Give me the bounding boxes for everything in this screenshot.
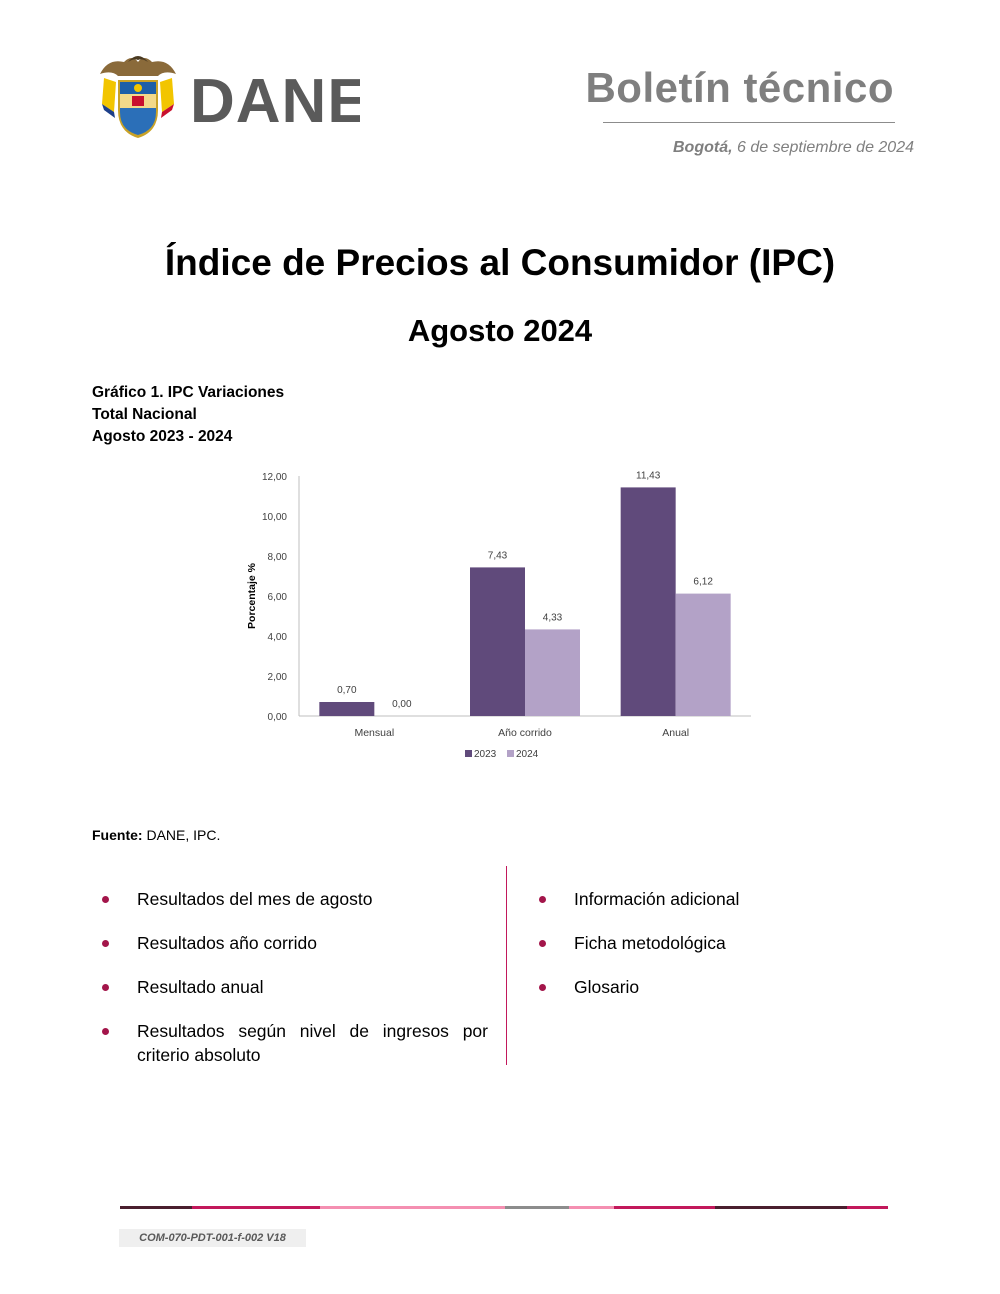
y-tick-label: 10,00 [262,512,287,523]
contents-item[interactable]: Resultado anual [93,975,488,999]
chart-caption: Gráfico 1. IPC Variaciones Total Naciona… [92,382,284,448]
bar-2023-2 [620,487,676,716]
chart-caption-line2: Total Nacional [92,406,197,423]
contents-divider [506,866,507,1065]
y-tick-label: 6,00 [268,592,288,603]
bar-data-label: 4,33 [543,612,563,623]
bar-2024-2 [675,593,731,716]
legend-swatch-2024 [507,750,514,757]
bar-data-label: 0,70 [337,685,357,696]
legend-swatch-2023 [465,750,472,757]
header-divider [603,122,895,123]
bar-data-label: 6,12 [693,577,713,588]
contents-item[interactable]: Glosario [530,975,890,999]
document-title: Índice de Precios al Consumidor (IPC) [164,242,836,283]
bulletin-type-title: Boletín técnico [585,64,894,111]
contents-item[interactable]: Ficha metodológica [530,931,890,955]
contents-list-right: Información adicional Ficha metodológica… [530,887,890,1019]
x-tick-label: Anual [662,727,689,739]
bar-2024-1 [525,629,580,716]
ipc-bar-chart: 0,00 2,00 4,00 6,00 8,00 10,00 12,00 Porcentaje… [246,470,751,760]
document-subtitle: Agosto 2024 [407,313,593,348]
date-city: Bogotá, [672,139,733,156]
contents-item[interactable]: Información adicional [530,887,890,911]
y-tick-label: 2,00 [268,672,288,683]
legend-label: 2023 [474,749,497,760]
dane-logo: DANE [100,56,360,138]
y-tick-label: 8,00 [268,552,288,563]
footer-color-bar [120,1206,888,1209]
contents-item[interactable]: Resultados año corrido [93,931,488,955]
legend-label: 2024 [516,749,539,760]
chart-caption-line3: Agosto 2023 - 2024 [92,428,233,445]
contents-item[interactable]: Resultados según nivel de ingresos por c… [93,1019,488,1067]
y-tick-label: 12,00 [262,472,287,483]
bar-2023-0 [319,702,375,716]
y-tick-label: 0,00 [268,712,288,723]
source-text: DANE, IPC. [146,827,221,843]
bar-2023-1 [470,567,525,716]
bar-data-label: 0,00 [392,699,412,710]
bar-data-label: 11,43 [636,470,661,481]
x-tick-label: Mensual [354,727,394,739]
y-axis-label: Porcentaje % [246,562,258,629]
publication-date: Bogotá, 6 de septiembre de 2024 [673,139,914,157]
source-label: Fuente: [92,827,143,843]
chart-caption-line1: Gráfico 1. IPC Variaciones [92,384,285,401]
date-text: 6 de septiembre de 2024 [736,139,914,156]
logo-wordmark: DANE [190,67,360,136]
contents-list-left: Resultados del mes de agosto Resultados … [93,887,488,1087]
contents-item[interactable]: Resultados del mes de agosto [93,887,488,911]
coat-of-arms-icon [100,56,176,138]
y-tick-label: 4,00 [268,632,288,643]
x-tick-label: Año corrido [498,727,552,739]
bar-data-label: 7,43 [488,550,508,561]
chart-source: Fuente: DANE, IPC. [92,827,220,843]
document-code: COM-070-PDT-001-f-002 V18 [119,1229,306,1247]
